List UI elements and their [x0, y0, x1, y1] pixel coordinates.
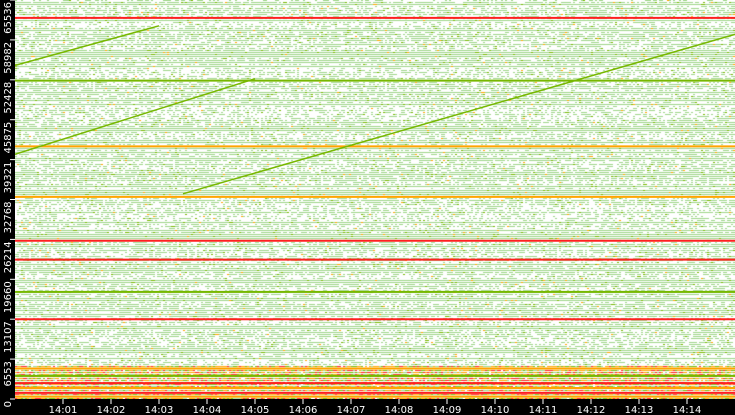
scan-line: [15, 25, 160, 67]
y-tick-label: 0: [3, 401, 14, 407]
y-tick-label: 52428: [3, 82, 14, 114]
x-tick-label: 14:04: [193, 405, 222, 415]
y-tick-label: 39321: [3, 162, 14, 194]
y-tick-label: 6553: [3, 361, 14, 386]
x-tick-label: 14:01: [49, 405, 78, 415]
x-tick-label: 14:07: [337, 405, 366, 415]
scan-line: [182, 33, 735, 195]
traffic-points: [15, 0, 735, 399]
x-tick-label: 14:05: [241, 405, 270, 415]
x-tick-label: 14:13: [625, 405, 654, 415]
x-tick-label: 14:06: [289, 405, 318, 415]
x-tick-label: 14:03: [145, 405, 174, 415]
x-tick-label: 14:02: [97, 405, 126, 415]
chart-marks: [15, 16, 735, 398]
y-tick-label: 58982: [3, 42, 14, 74]
x-tick-label: 14:10: [481, 405, 510, 415]
x-tick-label: 14:08: [385, 405, 414, 415]
x-tick-label: 14:09: [433, 405, 462, 415]
y-tick-label: 26214: [3, 241, 14, 273]
scan-line: [15, 78, 256, 155]
x-tick-label: 14:11: [529, 405, 558, 415]
plot-area: [15, 0, 735, 399]
y-tick-label: 45875: [3, 122, 14, 154]
x-tick-label: 14:14: [673, 405, 702, 415]
y-tick-label: 13107: [3, 321, 14, 353]
y-tick-label: 19660: [3, 281, 14, 313]
x-tick-label: 14:12: [577, 405, 606, 415]
y-tick-label: 32768: [3, 202, 14, 234]
y-tick-label: 65536: [3, 2, 14, 34]
